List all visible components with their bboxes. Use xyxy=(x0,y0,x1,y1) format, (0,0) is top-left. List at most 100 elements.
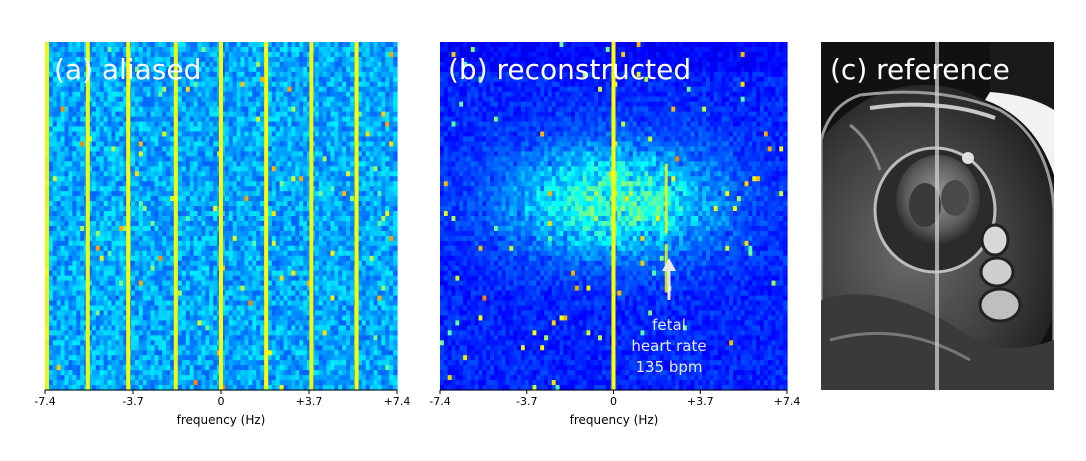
heatmap-cell xyxy=(244,206,249,212)
heatmap-cell xyxy=(307,255,312,262)
heatmap-cell xyxy=(166,330,171,336)
heatmap-cell xyxy=(189,345,195,351)
heatmap-cell xyxy=(275,360,281,366)
heatmap-cell xyxy=(271,385,277,391)
heatmap-cell xyxy=(185,61,191,68)
heatmap-cell xyxy=(299,71,304,78)
heatmap-cell xyxy=(221,360,226,366)
heatmap-cell xyxy=(111,161,116,167)
heatmap-cell xyxy=(48,245,54,252)
heatmap-cell xyxy=(271,370,277,376)
heatmap-cell xyxy=(111,151,116,157)
heatmap-cell xyxy=(76,146,81,152)
heatmap-cell xyxy=(95,111,101,118)
heatmap-cell xyxy=(60,151,66,157)
heatmap-cell xyxy=(162,201,167,207)
heatmap-cell xyxy=(240,111,246,118)
heatmap-cell xyxy=(181,355,187,361)
heatmap-cell xyxy=(244,121,249,128)
heatmap-cell xyxy=(142,151,148,157)
heatmap-cell xyxy=(236,126,242,133)
heatmap-cell xyxy=(224,300,230,307)
heatmap-cell xyxy=(170,275,175,282)
heatmap-cell xyxy=(88,91,93,98)
heatmap-cell xyxy=(158,225,163,232)
heatmap-cell xyxy=(271,216,277,222)
heatmap-cell xyxy=(287,66,292,73)
heatmap-cell xyxy=(307,181,312,187)
heatmap-cell xyxy=(162,350,167,356)
heatmap-cell xyxy=(146,260,152,267)
heatmap-cell xyxy=(209,186,214,192)
heatmap-cell xyxy=(318,106,324,113)
heatmap-cell xyxy=(299,380,304,386)
heatmap-cell xyxy=(111,66,116,73)
heatmap-cell xyxy=(72,270,77,277)
heatmap-cell xyxy=(322,86,328,93)
heatmap-cell xyxy=(295,136,300,143)
heatmap-cell xyxy=(72,91,77,98)
heatmap-cell xyxy=(275,186,281,192)
heatmap-cell xyxy=(115,46,120,53)
heatmap-cell xyxy=(177,161,183,167)
heatmap-cell xyxy=(303,196,308,202)
heatmap-cell xyxy=(232,385,238,391)
heatmap-cell xyxy=(146,310,152,317)
heatmap-cell xyxy=(99,151,105,157)
heatmap-cell xyxy=(267,66,273,73)
heatmap-cell xyxy=(76,106,81,113)
heatmap-cell xyxy=(248,86,253,93)
heatmap-cell xyxy=(209,330,214,336)
heatmap-cell xyxy=(260,46,265,53)
heatmap-cell xyxy=(103,166,109,172)
heatmap-cell xyxy=(283,206,289,212)
heatmap-cell xyxy=(64,320,70,326)
heatmap-cell xyxy=(142,275,148,282)
heatmap-cell xyxy=(228,151,234,157)
heatmap-cell xyxy=(91,131,97,138)
heatmap-cell xyxy=(107,325,113,331)
heatmap-cell xyxy=(213,235,218,242)
heatmap-cell xyxy=(95,136,101,143)
heatmap-cell xyxy=(64,280,70,287)
heatmap-cell xyxy=(154,380,160,386)
heatmap-cell xyxy=(142,265,148,272)
heatmap-cell xyxy=(111,225,116,232)
heatmap-cell xyxy=(99,91,105,98)
heatmap-cell xyxy=(303,146,308,152)
heatmap-cell xyxy=(205,245,210,252)
heatmap-cell xyxy=(209,365,214,371)
heatmap-cell xyxy=(99,265,105,272)
heatmap-cell xyxy=(76,230,81,237)
heatmap-cell xyxy=(150,310,156,317)
heatmap-cell xyxy=(287,216,292,222)
heatmap-cell xyxy=(68,380,73,386)
heatmap-cell xyxy=(111,81,116,88)
heatmap-cell xyxy=(91,151,97,157)
heatmap-cell xyxy=(224,265,230,272)
heatmap-cell xyxy=(295,270,300,277)
heatmap-cell xyxy=(115,51,120,58)
heatmap-cell xyxy=(91,225,97,232)
heatmap-cell xyxy=(48,126,54,133)
heatmap-cell xyxy=(103,81,109,88)
heatmap-cell xyxy=(80,51,85,58)
heatmap-cell xyxy=(150,186,156,192)
heatmap-cell xyxy=(162,255,167,262)
heatmap-cell xyxy=(283,310,289,317)
heatmap-cell xyxy=(213,345,218,351)
heatmap-cell xyxy=(154,206,160,212)
heatmap-cell xyxy=(64,235,70,242)
heatmap-cell xyxy=(170,151,175,157)
heatmap-cell xyxy=(52,181,58,187)
heatmap-cell xyxy=(224,111,230,118)
heatmap-cell xyxy=(119,171,124,177)
heatmap-cell xyxy=(275,201,281,207)
heatmap-cell xyxy=(193,51,199,58)
heatmap-cell xyxy=(123,280,128,287)
heatmap-cell xyxy=(236,320,242,326)
heatmap-cell xyxy=(111,101,116,108)
heatmap-cell xyxy=(166,310,171,317)
heatmap-cell xyxy=(252,191,257,197)
heatmap-cell xyxy=(138,270,144,277)
